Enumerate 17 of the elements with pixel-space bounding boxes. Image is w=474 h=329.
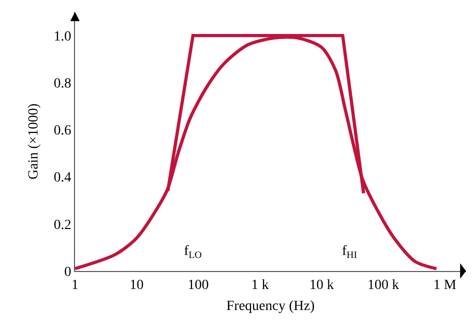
- x-tick-label: 100: [188, 278, 209, 293]
- y-tick-label: 0.6: [54, 124, 72, 139]
- x-tick-label: 1 k: [251, 278, 269, 293]
- y-tick-label: 0: [64, 264, 72, 280]
- x-axis-title: Frequency (Hz): [226, 299, 315, 314]
- y-tick-label: 1.0: [54, 29, 72, 44]
- y-tick-label: 0.2: [54, 218, 72, 233]
- y-tick-label: 0.4: [54, 170, 72, 186]
- x-tick-label: 10 k: [309, 278, 334, 293]
- x-tick-label: 10: [130, 278, 144, 293]
- y-axis-title: Gain (×1000): [26, 103, 42, 180]
- y-tick-label: 0.8: [54, 76, 72, 92]
- x-tick-label: 1: [72, 278, 78, 293]
- annotation: f$_{HI}$: [342, 244, 358, 261]
- x-tick-label: 1 M: [433, 278, 457, 293]
- x-tick-label: 100 k: [367, 278, 399, 293]
- annotation: f$_{LO}$: [184, 244, 202, 261]
